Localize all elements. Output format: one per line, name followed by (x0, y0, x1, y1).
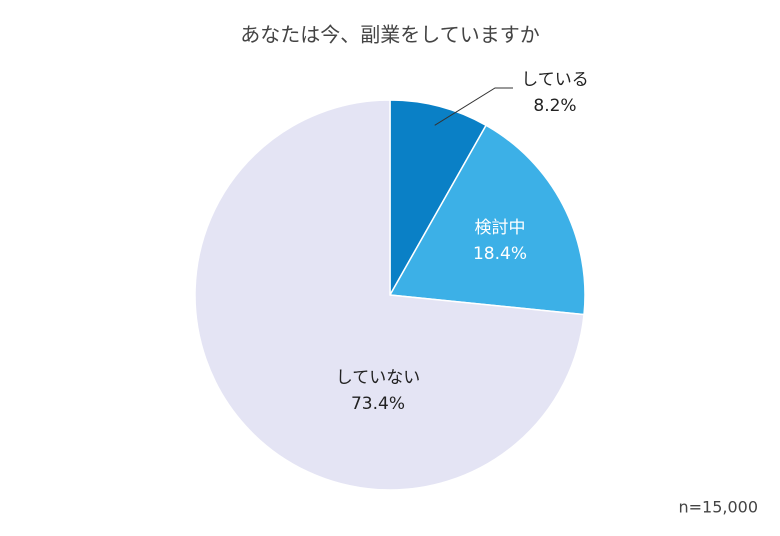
pie-slice (194, 99, 585, 491)
slice-label: 検討中 (475, 218, 526, 238)
pie-slice (388, 124, 586, 316)
slice-label: している (521, 70, 589, 90)
slice-value-label: 18.4% (473, 244, 527, 264)
slice-label: していない (336, 368, 421, 388)
sample-size-note: n=15,000 (678, 498, 758, 517)
leader-line (434, 87, 513, 126)
chart-title: あなたは今、副業をしていますか (240, 23, 539, 47)
pie-slice (389, 99, 488, 298)
slice-value-label: 8.2% (533, 96, 576, 116)
slice-value-label: 73.4% (351, 394, 405, 414)
